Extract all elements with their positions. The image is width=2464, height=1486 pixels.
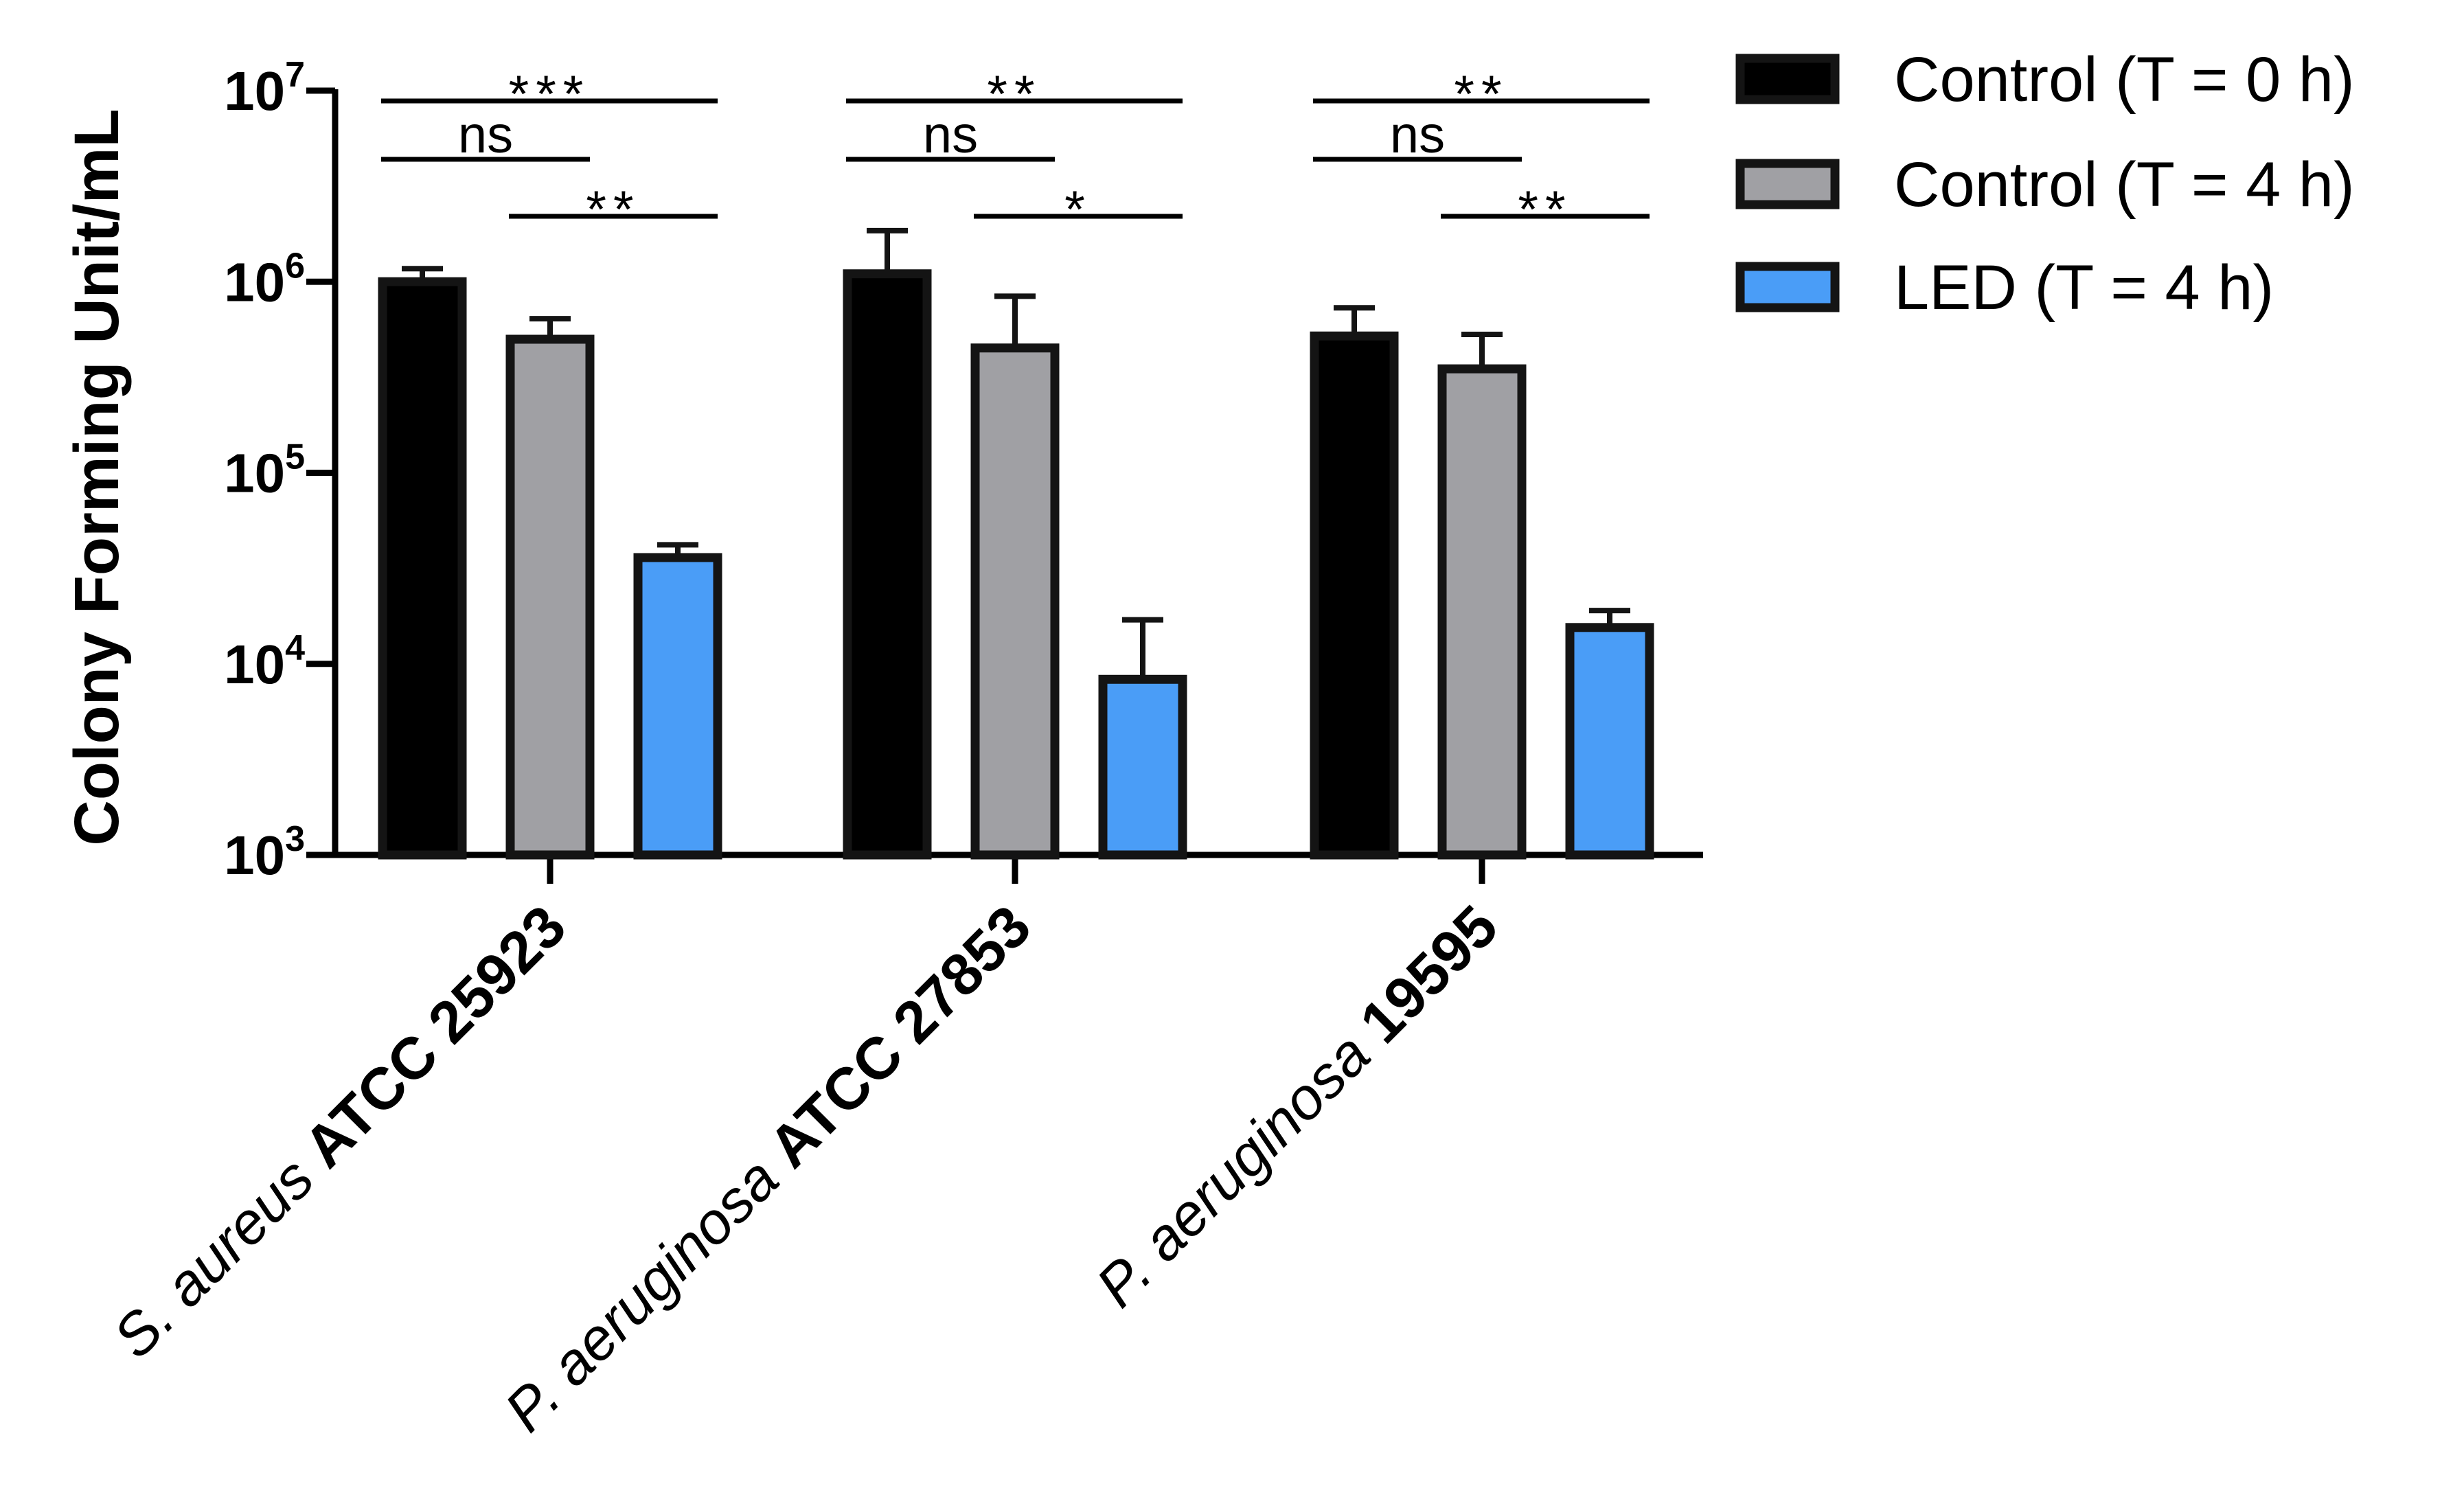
y-tick-label-0: 103 <box>224 819 305 886</box>
legend-label-2: Control (T = 4 h) <box>1894 150 2355 220</box>
sig-label-g2-0: ** <box>987 65 1041 124</box>
category-strain: 19595 <box>1347 893 1510 1056</box>
category-strain: ATCC 27853 <box>756 893 1043 1180</box>
bar-s1-g3 <box>1310 331 1399 860</box>
y-tick-label-4: 107 <box>224 55 305 122</box>
sig-label-g1-2: ** <box>586 181 640 239</box>
bar-s2-g1 <box>505 334 595 860</box>
legend-swatch-1 <box>1735 54 1840 104</box>
category-label-2: P. aeruginosa ATCC 27853 <box>492 893 1044 1445</box>
y-tick-exponent: 3 <box>285 819 305 859</box>
y-tick-label-2: 105 <box>224 437 305 504</box>
legend-swatch-3 <box>1735 262 1840 312</box>
error-bars <box>402 227 1630 680</box>
y-tick-exponent: 7 <box>285 55 305 95</box>
legend-label-3: LED (T = 4 h) <box>1894 253 2274 323</box>
y-axis-label: Colony Forming Unit/mL <box>62 108 132 845</box>
significance-annotations: ***ns****ns***ns** <box>381 65 1650 239</box>
y-tick-label-3: 106 <box>224 246 305 312</box>
bar-s3-g1 <box>633 553 722 860</box>
category-species: P. aeruginosa <box>1084 1009 1394 1320</box>
legend-label-1: Control (T = 0 h) <box>1894 45 2355 115</box>
category-label-3: P. aeruginosa 19595 <box>1084 893 1510 1320</box>
y-tick-base: 10 <box>224 251 285 312</box>
category-species: S. aureus <box>101 1134 338 1371</box>
y-tick-base: 10 <box>224 443 285 504</box>
category-species: P. aeruginosa <box>492 1134 803 1444</box>
sig-label-g1-1: ns <box>458 106 513 164</box>
y-tick-exponent: 5 <box>285 437 305 477</box>
y-tick-base: 10 <box>224 60 285 122</box>
bar-s2-g2 <box>970 343 1060 860</box>
bar-s1-g2 <box>843 269 932 860</box>
sig-label-g1-0: *** <box>509 65 591 124</box>
sig-label-g2-1: ns <box>923 106 978 164</box>
legend-swatch-2 <box>1735 159 1840 209</box>
y-tick-exponent: 6 <box>285 246 305 286</box>
category-label-1: S. aureus ATCC 25923 <box>101 893 578 1371</box>
category-strain: ATCC 25923 <box>291 893 578 1180</box>
y-tick-base: 10 <box>224 634 285 695</box>
bar-s2-g3 <box>1437 364 1527 860</box>
sig-label-g3-1: ns <box>1390 106 1445 164</box>
y-tick-base: 10 <box>224 825 285 886</box>
sig-label-g3-2: ** <box>1518 181 1572 239</box>
sig-label-g3-0: ** <box>1454 65 1508 124</box>
legend: Control (T = 0 h) Control (T = 4 h) LED (T… <box>1735 45 2355 323</box>
bar-s3-g3 <box>1565 623 1654 860</box>
y-tick-label-1: 104 <box>224 628 305 695</box>
bars <box>378 269 1654 860</box>
bar-s1-g1 <box>378 277 467 860</box>
bar-s3-g2 <box>1098 674 1187 860</box>
sig-label-g2-2: * <box>1064 181 1092 239</box>
y-tick-exponent: 4 <box>285 628 305 668</box>
